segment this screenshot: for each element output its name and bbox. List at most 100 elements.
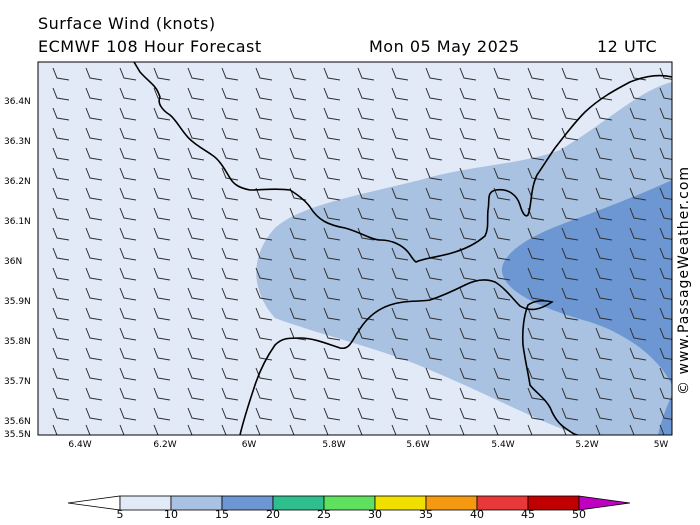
- wind-barb: [187, 187, 205, 201]
- wind-barb: [561, 147, 579, 161]
- wind-barb: [323, 327, 341, 341]
- wind-barb: [255, 207, 273, 221]
- wind-barb: [527, 307, 545, 321]
- wind-barb: [119, 424, 128, 435]
- wind-barb: [527, 147, 545, 161]
- wind-barb: [85, 287, 103, 301]
- wind-barb: [459, 347, 477, 361]
- wind-barb: [659, 367, 672, 380]
- wind-barb: [255, 227, 273, 241]
- lon-label-5-4w: 5.4W: [491, 440, 515, 450]
- wind-barb: [119, 407, 137, 421]
- wind-barb: [459, 167, 477, 181]
- wind-barb: [85, 207, 103, 221]
- wind-barb: [561, 267, 579, 281]
- wind-barb: [493, 147, 511, 161]
- wind-barb: [595, 107, 613, 121]
- wind-barb: [119, 107, 137, 121]
- wind-barb: [629, 227, 647, 241]
- wind-barb: [52, 267, 70, 281]
- wind-barb: [561, 187, 579, 201]
- wind-barb: [527, 227, 545, 241]
- lon-label-5-8w: 5.8W: [322, 440, 346, 450]
- wind-barb: [629, 67, 647, 81]
- wind-barb: [119, 287, 137, 301]
- wind-barb: [289, 287, 307, 301]
- wind-barb: [85, 187, 103, 201]
- wind-barb: [187, 87, 205, 101]
- wind-barb: [629, 147, 647, 161]
- wind-barb: [595, 307, 613, 321]
- map-frame: [37, 61, 673, 436]
- wind-barb: [595, 167, 613, 181]
- wind-barb: [119, 387, 137, 401]
- wind-barb: [85, 347, 103, 361]
- wind-barb: [459, 247, 477, 261]
- wind-barb: [493, 367, 511, 381]
- lat-label-36-0: 36N: [4, 257, 23, 267]
- wind-barb: [187, 307, 205, 321]
- wind-barb: [52, 207, 70, 221]
- wind-barb: [52, 247, 70, 261]
- wind-barb: [527, 287, 545, 301]
- wind-barb: [629, 267, 647, 281]
- wind-barb: [595, 87, 613, 101]
- wind-barb: [187, 287, 205, 301]
- wind-barb: [289, 107, 307, 121]
- wind-barb: [323, 367, 341, 381]
- wind-barb: [323, 167, 341, 181]
- wind-barb: [659, 127, 672, 140]
- wind-barb: [119, 87, 137, 101]
- wind-barb: [459, 187, 477, 201]
- wind-barb: [561, 327, 579, 341]
- wind-barb: [221, 407, 239, 421]
- wind-barb: [221, 387, 239, 401]
- wind-barb: [595, 227, 613, 241]
- wind-barb: [153, 367, 171, 381]
- wind-barb: [52, 67, 70, 81]
- wind-barb: [391, 207, 409, 221]
- wind-barb: [255, 267, 273, 281]
- colorbar-tick-10: 10: [164, 508, 178, 521]
- wind-barb: [527, 407, 545, 421]
- wind-barb: [289, 87, 307, 101]
- wind-barb: [659, 67, 672, 80]
- wind-barb: [391, 227, 409, 241]
- wind-barb: [153, 187, 171, 201]
- wind-barb: [119, 307, 137, 321]
- wind-barb: [119, 227, 137, 241]
- wind-barb: [85, 127, 103, 141]
- wind-barb: [527, 424, 536, 435]
- lat-label-36-3: 36.3N: [4, 137, 31, 147]
- wind-barb: [459, 407, 477, 421]
- wind-barb: [629, 107, 647, 121]
- wind-barb: [659, 187, 672, 200]
- wind-barb: [357, 87, 375, 101]
- colorbar-tick-5: 5: [116, 508, 124, 521]
- wind-barb: [561, 127, 579, 141]
- wind-barb: [323, 147, 341, 161]
- wind-barb: [187, 127, 205, 141]
- wind-barb: [255, 327, 273, 341]
- wind-barb: [595, 247, 613, 261]
- wind-barb: [659, 407, 672, 420]
- wind-barb: [119, 327, 137, 341]
- wind-barb: [85, 147, 103, 161]
- wind-barb: [595, 367, 613, 381]
- wind-barb: [561, 67, 579, 81]
- wind-barb: [595, 327, 613, 341]
- wind-barb: [391, 347, 409, 361]
- wind-barb: [659, 347, 672, 360]
- wind-barb: [459, 147, 477, 161]
- wind-barb: [221, 207, 239, 221]
- wind-barb: [323, 87, 341, 101]
- wind-barb: [493, 424, 502, 435]
- wind-barb: [153, 87, 171, 101]
- wind-barb: [119, 127, 137, 141]
- wind-barb: [221, 367, 239, 381]
- wind-barb: [425, 347, 443, 361]
- wind-barb: [323, 307, 341, 321]
- wind-barb: [391, 367, 409, 381]
- wind-barb: [255, 87, 273, 101]
